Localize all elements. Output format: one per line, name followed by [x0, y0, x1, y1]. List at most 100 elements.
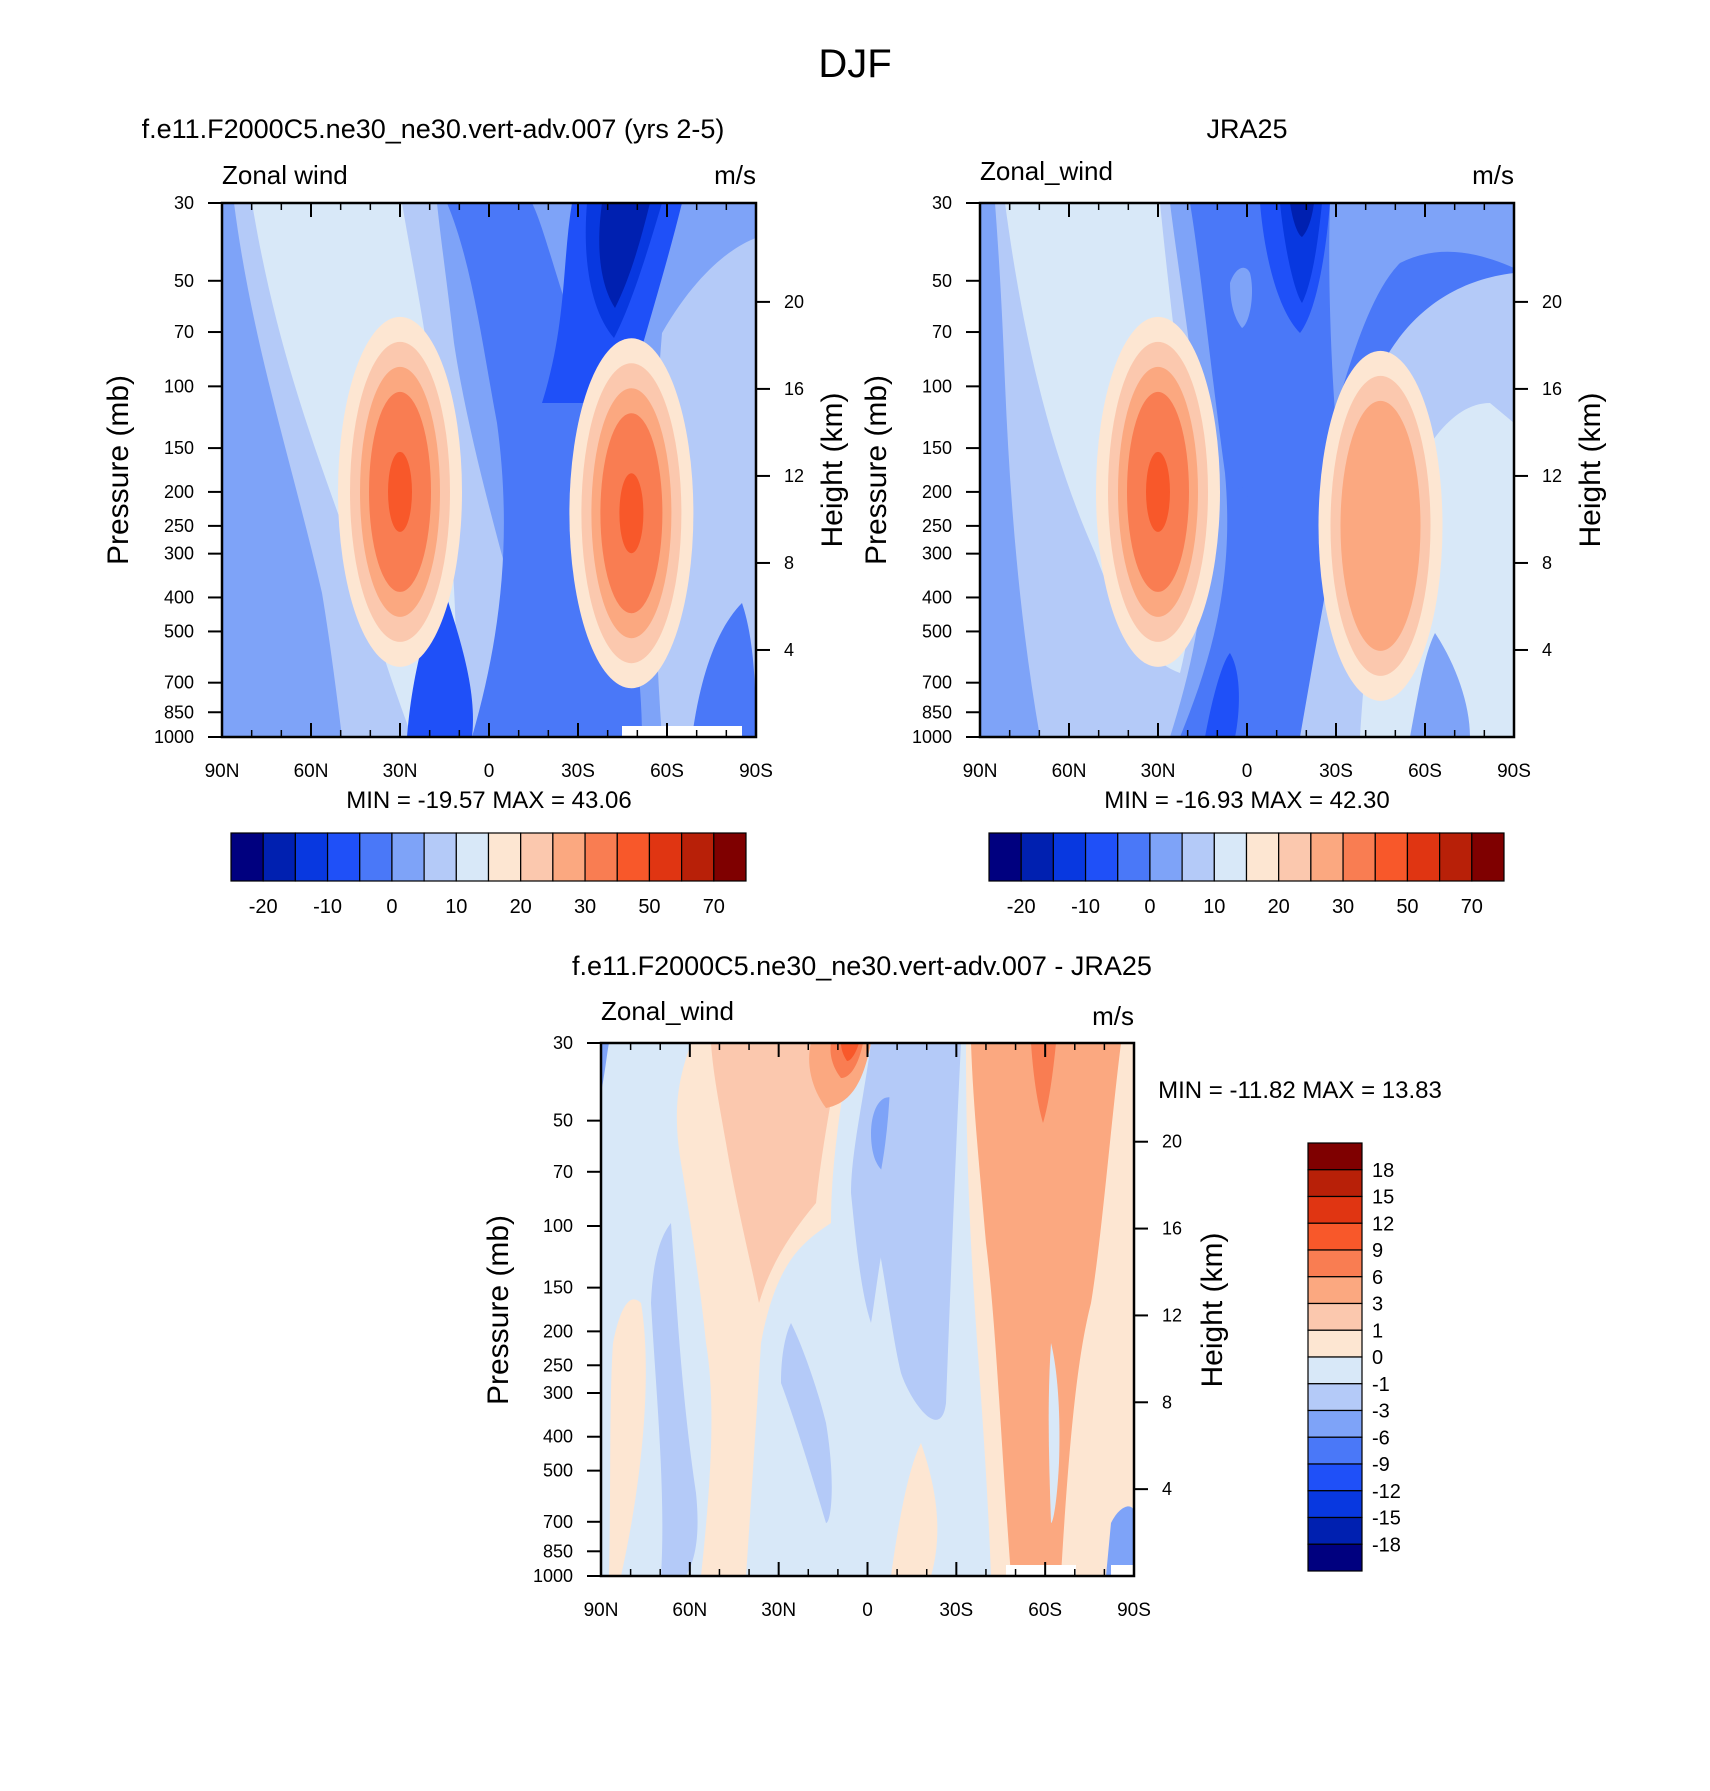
x-tick-label: 60N	[294, 761, 329, 782]
colorbar-box	[1307, 1222, 1363, 1251]
colorbar-box	[230, 832, 264, 882]
height-tick-label: 20	[1542, 292, 1562, 312]
y-tick-label: 150	[164, 438, 194, 458]
panel-obs-title: JRA25	[1206, 114, 1287, 144]
colorbar-label: 20	[1268, 896, 1290, 918]
y-tick-label: 850	[543, 1541, 573, 1561]
colorbar-box	[487, 832, 522, 882]
colorbar-label: -15	[1372, 1508, 1401, 1530]
colorbar-label: 15	[1372, 1187, 1394, 1209]
colorbar-box	[1342, 832, 1376, 882]
colorbar-label: 20	[510, 896, 532, 918]
colorbar-box	[1439, 832, 1473, 882]
x-tick-label: 90S	[1117, 1600, 1151, 1621]
y-tick-label: 400	[543, 1427, 573, 1447]
colorbar-box	[584, 832, 618, 882]
y-tick-label: 100	[543, 1216, 573, 1236]
panel-model-colorbar: -20 -10 0 10 20 30 50 70	[230, 832, 747, 918]
height-tick-label: 8	[784, 553, 794, 573]
colorbar-box	[1307, 1276, 1363, 1305]
colorbar-box	[1307, 1543, 1363, 1572]
y-tick-label: 300	[922, 544, 952, 564]
jet-contour	[1146, 451, 1170, 532]
y-tick-label: 70	[932, 322, 952, 342]
colorbar-label: -20	[249, 896, 278, 918]
colorbar-box	[1052, 832, 1087, 882]
y-tick-label: 1000	[912, 727, 952, 747]
panel-model-title: f.e11.F2000C5.ne30_ne30.vert-adv.007 (yr…	[142, 114, 725, 144]
colorbar-label: 50	[638, 896, 660, 918]
y-tick-label: 50	[932, 271, 952, 291]
x-tick-label: 60S	[1028, 1600, 1062, 1621]
x-tick-label: 30N	[1141, 761, 1176, 782]
colorbar-box	[1307, 1169, 1363, 1198]
height-tick-label: 4	[1162, 1479, 1172, 1499]
colorbar-label: -1	[1372, 1374, 1390, 1396]
colorbar-box	[616, 832, 651, 882]
colorbar-box	[1406, 832, 1441, 882]
colorbar-box	[262, 832, 296, 882]
colorbar-box	[455, 832, 490, 882]
colorbar-box	[1307, 1436, 1363, 1465]
colorbar-box	[391, 832, 425, 882]
colorbar-box	[1181, 832, 1215, 882]
panel-diff-stats: MIN = -11.82 MAX = 13.83	[1158, 1077, 1442, 1104]
colorbar-label: 1	[1372, 1320, 1383, 1342]
panel-diff-colorbar: 18 15 12 9 6 3 1 0 -1 -3 -6 -9 -12 -15 -18	[1307, 1142, 1401, 1572]
colorbar-box	[552, 832, 586, 882]
panel-obs-left-string: Zonal_wind	[980, 156, 1113, 186]
panel-diff: f.e11.F2000C5.ne30_ne30.vert-adv.007 - J…	[482, 951, 1442, 1621]
panel-diff-y2label: Height (km)	[1196, 1232, 1229, 1387]
panel-diff-ylabel: Pressure (mb)	[482, 1215, 515, 1405]
panel-diff-plot: 90N 60N 30N 0 30S 60S 90S 30 50 70 100 150 200 250 300…	[533, 1033, 1182, 1621]
panel-obs-colorbar: -20 -10 0 10 20 30 50 70	[988, 832, 1505, 918]
colorbar-box	[648, 832, 683, 882]
panel-obs-units: m/s	[1472, 160, 1514, 190]
panel-diff-axes: 90N 60N 30N 0 30S 60S 90S 30 50 70 100 150 200 250 300…	[533, 1033, 1182, 1621]
colorbar-label: 0	[1144, 896, 1155, 918]
colorbar-box	[1307, 1490, 1363, 1519]
panel-obs-plot: 90N 60N 30N 0 30S 60S 90S 30 50 70 100 150 200 250 300…	[912, 193, 1562, 782]
height-tick-label: 12	[1542, 466, 1562, 486]
jet-contour	[619, 473, 644, 554]
colorbar-box	[1117, 832, 1151, 882]
colorbar-label: 70	[1461, 896, 1483, 918]
colorbar-label: 10	[445, 896, 467, 918]
colorbar-box	[1307, 1142, 1363, 1171]
colorbar-label: 0	[386, 896, 397, 918]
x-tick-label: 60S	[650, 761, 684, 782]
panel-model-stats: MIN = -19.57 MAX = 43.06	[346, 787, 631, 814]
colorbar-box	[1307, 1383, 1363, 1412]
y-tick-label: 30	[932, 193, 952, 213]
y-tick-label: 700	[164, 673, 194, 693]
x-tick-label: 0	[1242, 761, 1253, 782]
colorbar-box	[423, 832, 457, 882]
panel-model: f.e11.F2000C5.ne30_ne30.vert-adv.007 (yr…	[102, 114, 849, 918]
y-tick-label: 850	[164, 702, 194, 722]
colorbar-box	[1307, 1463, 1363, 1492]
colorbar-label: -9	[1372, 1454, 1390, 1476]
y-tick-label: 500	[164, 621, 194, 641]
height-tick-label: 20	[1162, 1132, 1182, 1152]
y-tick-label: 150	[922, 438, 952, 458]
panel-diff-title: f.e11.F2000C5.ne30_ne30.vert-adv.007 - J…	[572, 951, 1152, 981]
panel-diff-field	[601, 1043, 1134, 1576]
panel-obs-y2label: Height (km)	[1574, 392, 1607, 547]
colorbar-label: 12	[1372, 1213, 1394, 1235]
y-tick-label: 100	[164, 376, 194, 396]
y-tick-label: 200	[922, 482, 952, 502]
colorbar-box	[1307, 1329, 1363, 1358]
colorbar-box	[1307, 1302, 1363, 1331]
colorbar-box	[681, 832, 715, 882]
y-tick-label: 700	[543, 1512, 573, 1532]
y-tick-label: 1000	[154, 727, 194, 747]
x-tick-label: 90N	[963, 761, 998, 782]
panel-model-y2label: Height (km)	[816, 392, 849, 547]
colorbar-label: -12	[1372, 1481, 1401, 1503]
colorbar-label: 0	[1372, 1347, 1383, 1369]
colorbar-box	[1307, 1516, 1363, 1545]
colorbar-box	[326, 832, 361, 882]
colorbar-box	[988, 832, 1022, 882]
panel-model-plot: 90N 60N 30N 0 30S 60S 90S 30 50 70 100 150 200 250 300…	[154, 193, 804, 782]
y-tick-label: 30	[553, 1033, 573, 1053]
